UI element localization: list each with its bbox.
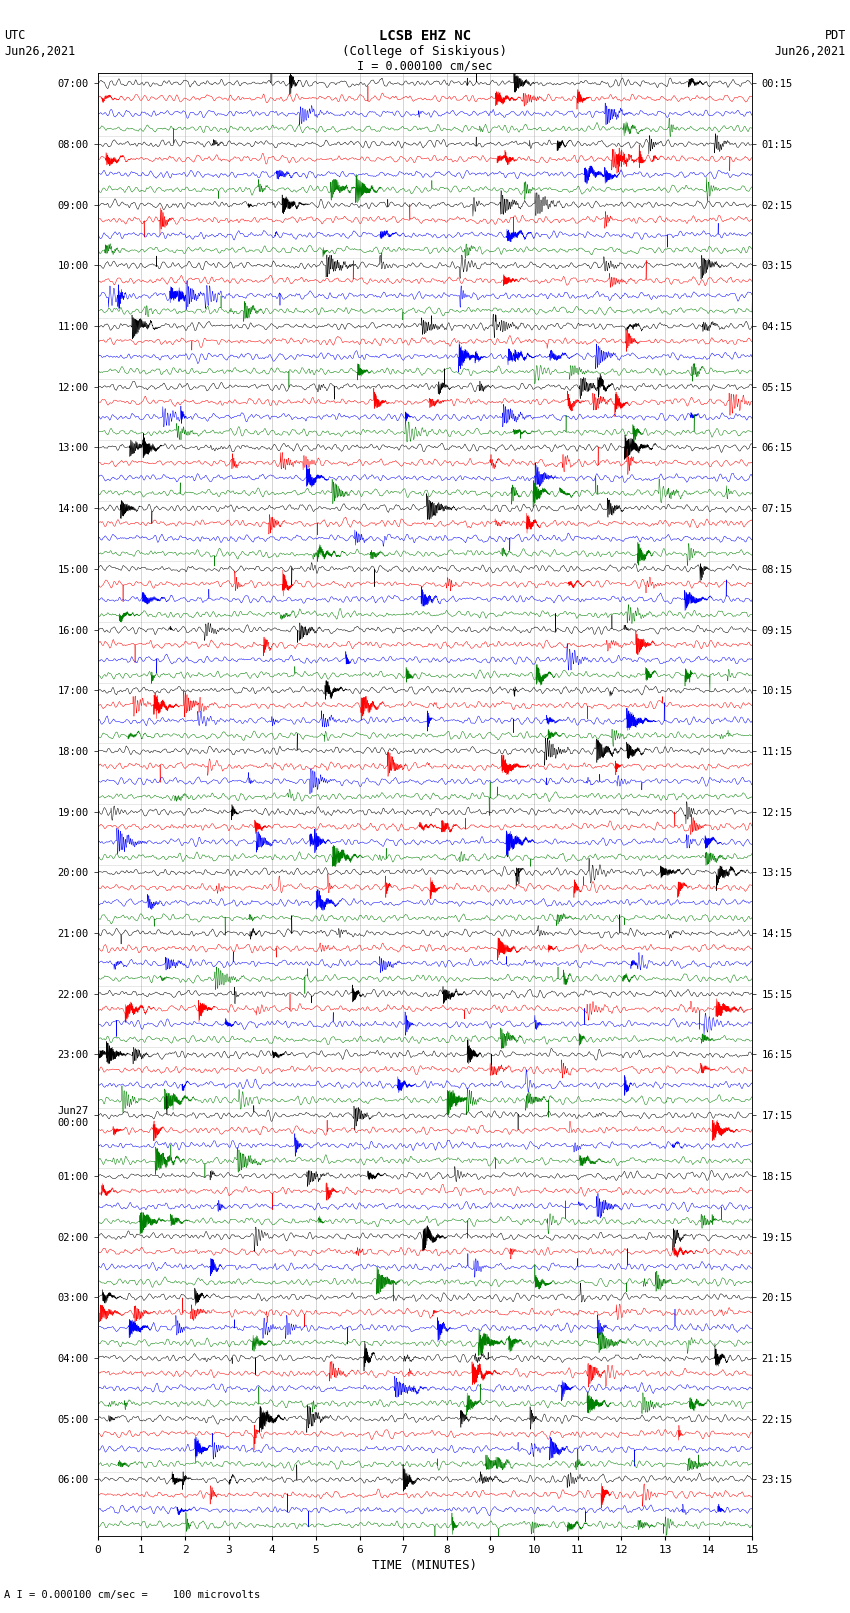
Text: LCSB EHZ NC: LCSB EHZ NC xyxy=(379,29,471,44)
Text: PDT: PDT xyxy=(824,29,846,42)
X-axis label: TIME (MINUTES): TIME (MINUTES) xyxy=(372,1558,478,1571)
Text: Jun26,2021: Jun26,2021 xyxy=(774,45,846,58)
Text: A I = 0.000100 cm/sec =    100 microvolts: A I = 0.000100 cm/sec = 100 microvolts xyxy=(4,1590,260,1600)
Text: Jun26,2021: Jun26,2021 xyxy=(4,45,76,58)
Text: I = 0.000100 cm/sec: I = 0.000100 cm/sec xyxy=(357,60,493,73)
Text: (College of Siskiyous): (College of Siskiyous) xyxy=(343,45,507,58)
Text: UTC: UTC xyxy=(4,29,26,42)
